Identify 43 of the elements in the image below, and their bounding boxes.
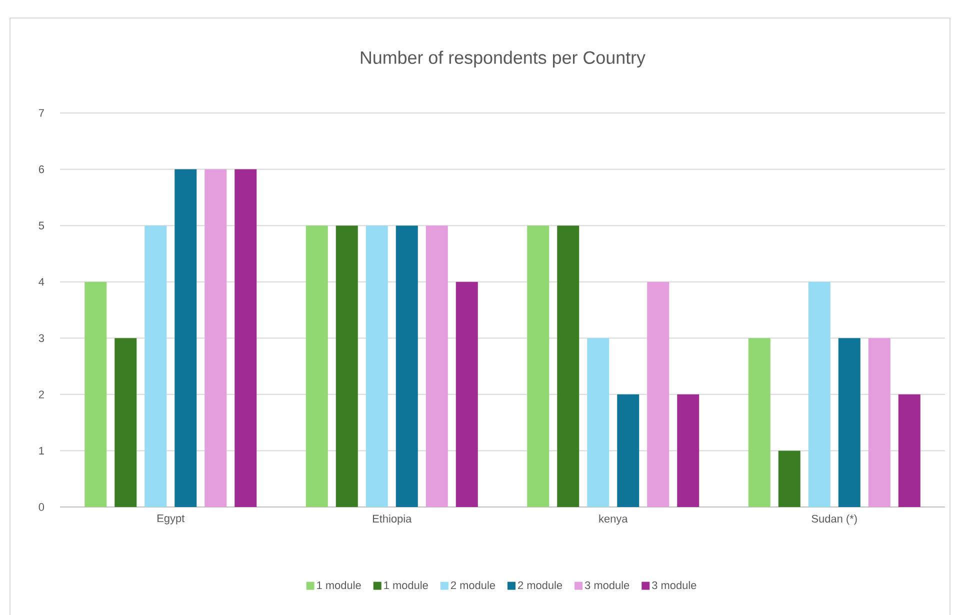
bar: [114, 338, 137, 507]
y-tick-label: 0: [38, 503, 44, 511]
bar: [144, 226, 167, 507]
bar: [557, 226, 580, 507]
legend-label: 2 module: [450, 581, 496, 590]
bar: [204, 169, 227, 507]
y-tick-label: 2: [38, 390, 44, 398]
legend-label: 3 module: [652, 581, 696, 590]
x-tick-label: kenya: [599, 514, 628, 525]
bar: [868, 338, 890, 507]
x-tick-label: Egypt: [158, 514, 185, 524]
y-tick-label: 6: [38, 165, 44, 174]
bar: [366, 226, 388, 507]
y-tick-label: 4: [38, 278, 44, 286]
bar: [778, 450, 800, 507]
bar: [527, 226, 550, 507]
x-tick-label: Ethiopia: [372, 514, 412, 525]
bar: [808, 282, 830, 507]
bar: [336, 226, 358, 507]
legend-label: 3 module: [584, 581, 630, 590]
y-tick-label: 1: [39, 446, 44, 454]
bar: [234, 169, 257, 507]
y-tick-label: 3: [38, 334, 44, 342]
bar: [677, 394, 700, 507]
legend-label: 1 module: [317, 581, 361, 590]
bar: [396, 226, 418, 507]
bar: [617, 394, 640, 507]
bar: [748, 338, 770, 507]
y-tick-label: 7: [38, 109, 44, 117]
bar: [647, 282, 670, 507]
legend-label: 1 module: [384, 581, 428, 590]
bar: [838, 338, 860, 507]
bar: [426, 226, 448, 507]
bar: [456, 282, 478, 507]
bar: [174, 169, 197, 507]
x-tick-label: Sudan (*): [812, 514, 857, 525]
bar: [898, 394, 920, 507]
bar: [84, 282, 107, 507]
chart-title: Number of respondents per Country: [360, 50, 646, 68]
bar: [306, 226, 328, 507]
bar: [587, 338, 610, 507]
legend-label: 2 module: [518, 581, 562, 590]
y-tick-label: 5: [38, 222, 44, 230]
